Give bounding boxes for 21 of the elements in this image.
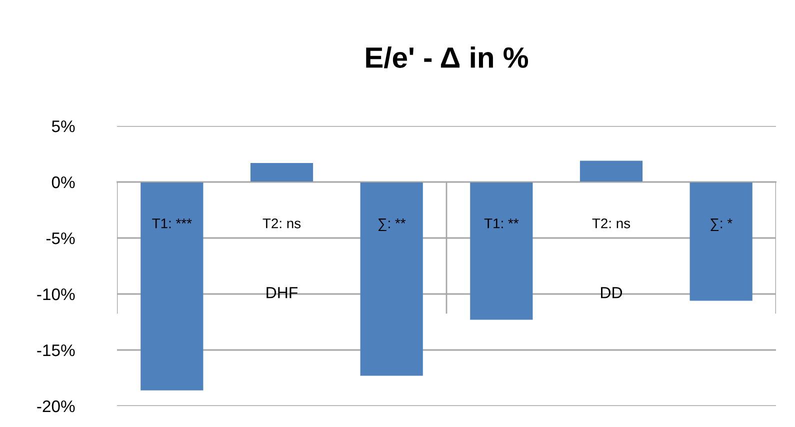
x-tick-label: T2: ns xyxy=(262,218,301,228)
x-tick-label: T2: ns xyxy=(592,218,630,228)
y-tick-label: 0% xyxy=(52,176,75,188)
bar xyxy=(580,160,643,182)
x-tick-label: T1: ** xyxy=(484,218,519,228)
chart-title: E/e' - Δ in % xyxy=(366,46,528,68)
y-tick-label: -10% xyxy=(37,288,75,300)
bar xyxy=(470,182,533,320)
bar xyxy=(360,182,423,376)
x-tick-label: ∑: ** xyxy=(378,218,406,232)
y-tick-label: -20% xyxy=(37,400,75,412)
bar xyxy=(250,162,314,182)
x-tick-label: T1: *** xyxy=(152,218,192,228)
annotation: DHF xyxy=(266,287,298,298)
bar xyxy=(690,182,752,301)
annotation: DD xyxy=(601,287,622,298)
x-tick-label: ∑: * xyxy=(710,218,732,232)
y-tick-label: 5% xyxy=(52,120,75,132)
y-tick-label: -5% xyxy=(46,232,75,244)
bar xyxy=(140,182,204,390)
y-tick-label: -15% xyxy=(37,344,75,356)
